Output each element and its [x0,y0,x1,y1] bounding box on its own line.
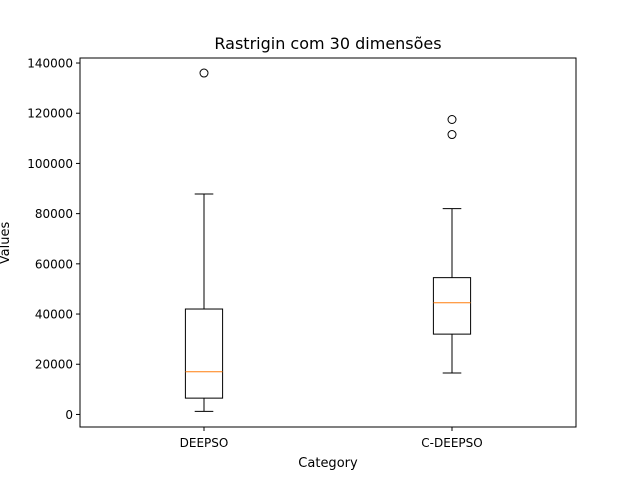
y-tick-label: 20000 [35,358,73,372]
y-tick-label: 60000 [35,257,73,271]
plot-area-frame [79,57,577,428]
box-deepso [184,68,224,412]
x-tick-label: C-DEEPSO [421,436,482,450]
x-axis: DEEPSO C-DEEPSO [180,427,483,450]
outlier-point [447,115,457,124]
x-tick-label: DEEPSO [180,436,229,450]
y-tick-label: 80000 [35,207,73,221]
y-tick-label: 40000 [35,308,73,322]
outlier-point [447,130,457,140]
box-c-deepso [432,115,472,374]
y-tick-label: 140000 [27,57,73,71]
y-tick-label: 100000 [27,157,73,171]
box-iqr [432,277,472,335]
box-iqr [184,308,224,399]
outlier-point [199,68,209,78]
y-tick-label: 0 [65,408,73,422]
y-tick-label: 120000 [27,107,73,121]
x-axis-label: Category [298,456,358,471]
chart-title: Rastrigin com 30 dimensões [214,34,441,53]
y-axis-label: Values [0,222,13,265]
y-axis: 0 20000 40000 60000 80000 100000 120000 140000 [27,57,80,422]
plot-boxes [184,68,472,412]
